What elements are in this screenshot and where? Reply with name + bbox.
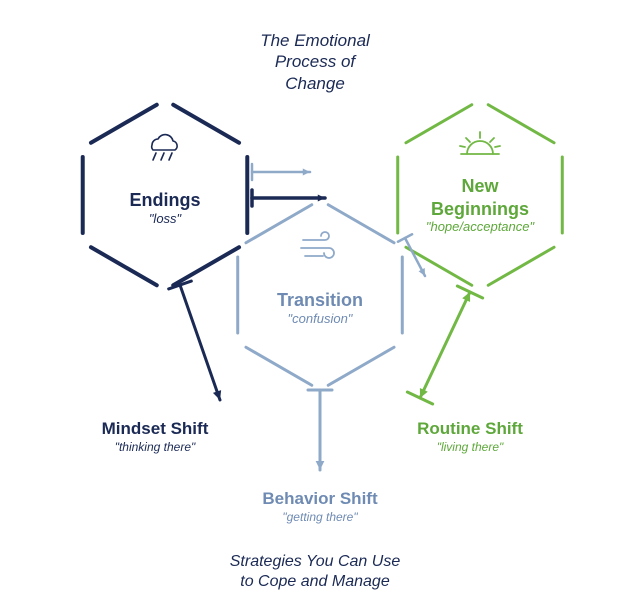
hex-endings-sub: "loss" — [75, 211, 255, 227]
hex-new-sub: "hope/acceptance" — [390, 219, 570, 235]
rain-icon — [142, 130, 188, 164]
shift-routine-sub: "living there" — [360, 440, 580, 455]
shift-behavior-label: Behavior Shift — [210, 488, 430, 509]
shift-mindset-label: Mindset Shift — [45, 418, 265, 439]
hex-transition-sub: "confusion" — [230, 311, 410, 327]
shift-routine-label: Routine Shift — [360, 418, 580, 439]
top-caption: The EmotionalProcess ofChange — [165, 30, 465, 94]
hex-endings-label: Endings — [75, 189, 255, 212]
shift-behavior-sub: "getting there" — [210, 510, 430, 525]
wind-icon — [297, 230, 343, 264]
bottom-caption: Strategies You Can Useto Cope and Manage — [115, 552, 515, 592]
shift-mindset-sub: "thinking there" — [45, 440, 265, 455]
sun-icon — [457, 130, 503, 164]
hex-transition-label: Transition — [230, 289, 410, 312]
hex-new-label: NewBeginnings — [390, 175, 570, 220]
